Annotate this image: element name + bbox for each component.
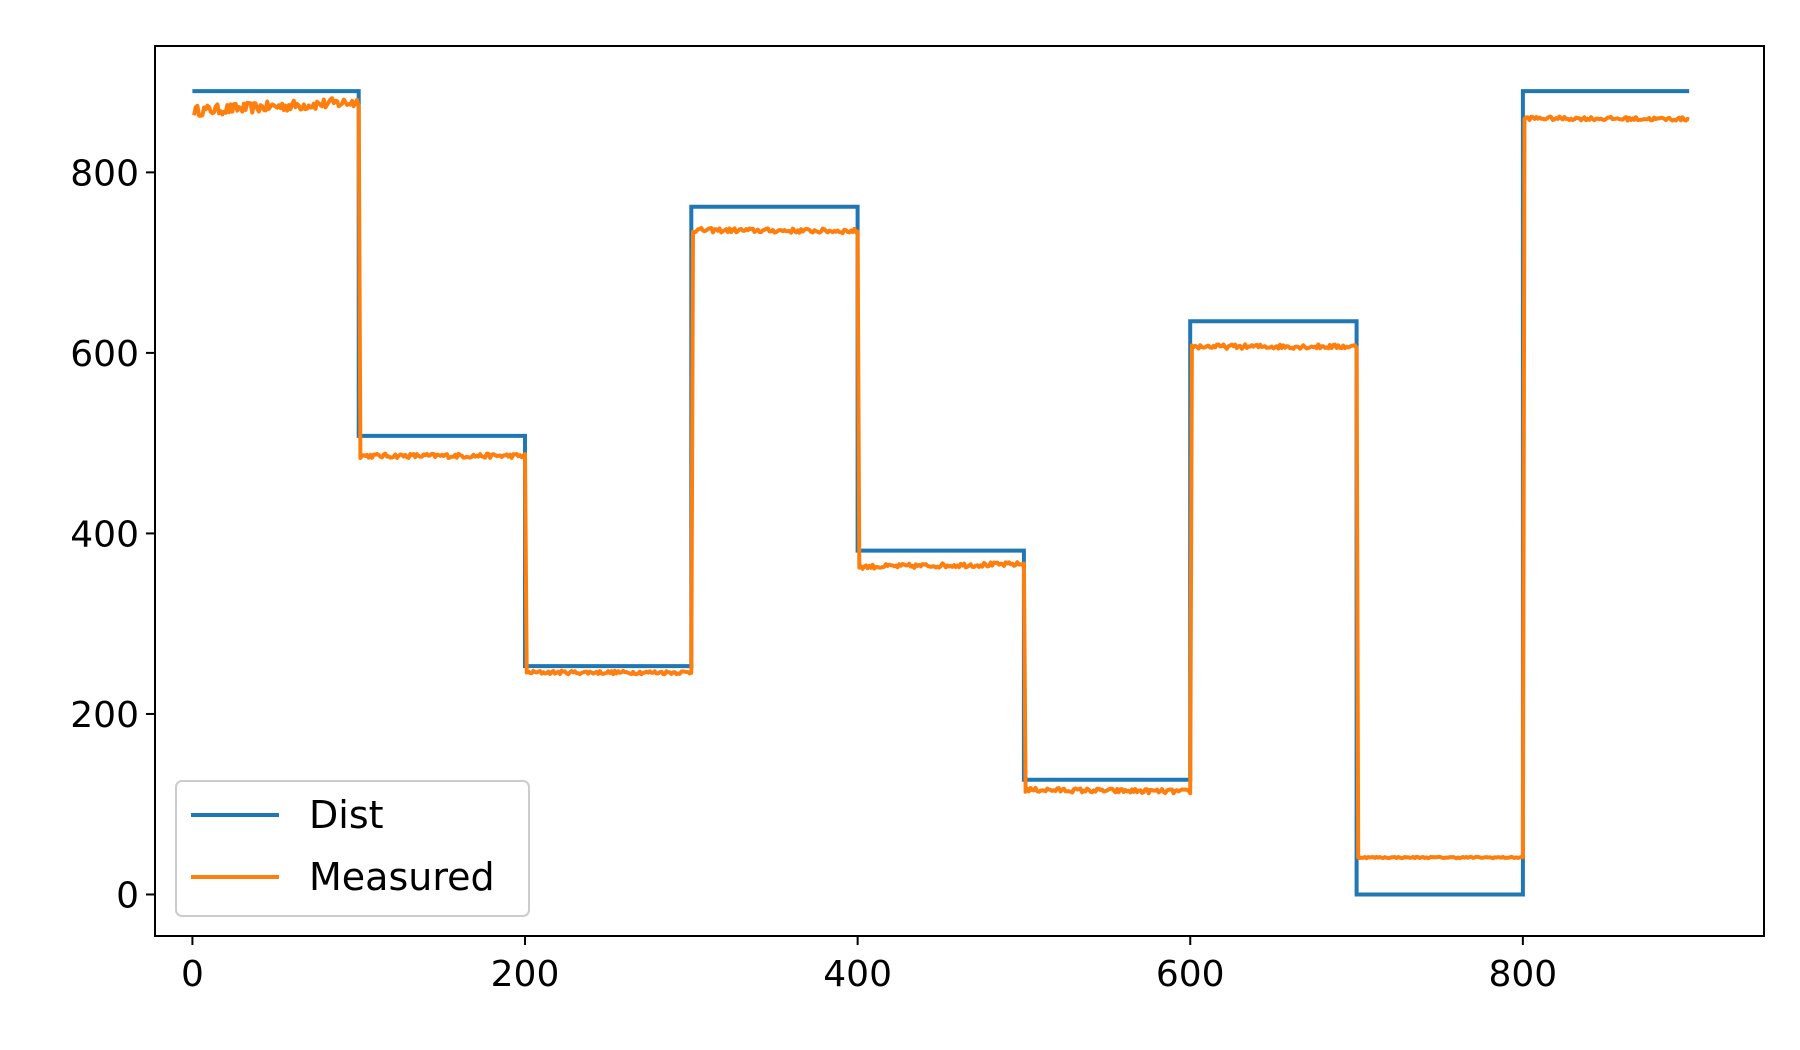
y-axis: 0 200 400 600 800 <box>70 153 155 916</box>
legend-label-dist: Dist <box>309 793 384 837</box>
y-tick-label: 200 <box>70 695 139 736</box>
series-line-measured <box>192 96 1690 861</box>
legend-label-measured: Measured <box>309 855 495 899</box>
series-line-dist <box>192 89 1690 897</box>
x-axis: 0 200 400 600 800 <box>181 936 1557 995</box>
x-tick-label: 600 <box>1156 954 1225 995</box>
y-tick-label: 0 <box>116 875 139 916</box>
y-tick-label: 400 <box>70 514 139 555</box>
legend: Dist Measured <box>175 780 530 917</box>
axes-frame <box>154 45 1765 937</box>
y-tick-label: 800 <box>70 153 139 194</box>
y-tick-label: 600 <box>70 334 139 375</box>
x-tick-label: 400 <box>823 954 892 995</box>
series-layer <box>192 89 1690 897</box>
x-tick-label: 0 <box>181 954 204 995</box>
x-tick-label: 200 <box>491 954 560 995</box>
x-tick-label: 800 <box>1488 954 1557 995</box>
